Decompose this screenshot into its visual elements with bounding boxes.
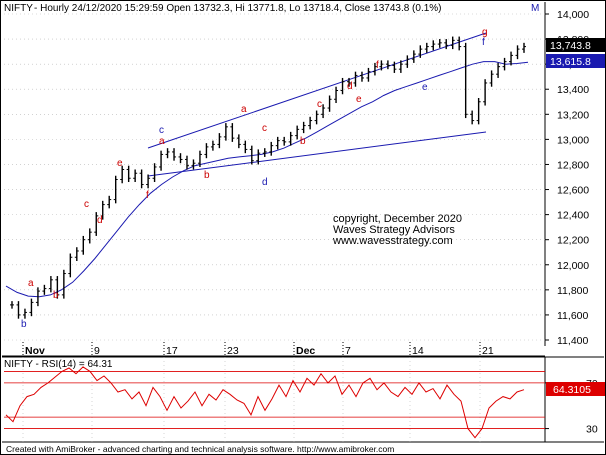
rsi-badge-bg	[546, 382, 605, 396]
price-y-tick-label: 11,600	[557, 310, 588, 322]
rsi-title: NIFTY - RSI(14) = 64.31	[4, 359, 113, 370]
ma-badge: 13,615.8	[550, 56, 591, 68]
trend-channel	[147, 32, 487, 177]
price-x-tick-label: 23	[227, 345, 239, 357]
rsi-line	[5, 366, 525, 439]
wave-label: d	[97, 215, 103, 226]
wave-label: d	[347, 81, 353, 92]
price-y-tick-label: 12,000	[557, 260, 589, 272]
rsi-series-line	[5, 366, 525, 439]
wave-label: f	[376, 60, 379, 71]
price-y-tick-label: 12,400	[557, 210, 589, 222]
price-y-tick-label: 12,200	[557, 235, 589, 247]
last-close-badge-bg	[546, 38, 605, 52]
wave-label: a	[241, 104, 247, 115]
wave-label: d	[262, 177, 268, 188]
wave-label: a	[159, 136, 165, 147]
header-symbol: NIFTY	[4, 3, 33, 14]
price-y-tick-label: 13,000	[557, 134, 589, 146]
price-x-tick-label: Dec	[296, 345, 315, 357]
price-x-axis: Nov 9 17 23 Dec 7 14 21	[22, 342, 494, 442]
price-x-tick-label: 17	[166, 345, 178, 357]
watermark-line1: copyright, December 2020	[333, 213, 462, 225]
price-y-tick-label: 12,600	[557, 185, 589, 197]
header-m-badge: M	[531, 3, 539, 14]
wave-label: c	[159, 125, 164, 136]
footer-credit: Created with AmiBroker - advanced charti…	[6, 444, 394, 454]
price-y-tick-label: 13,400	[557, 84, 589, 96]
last-close-badge: 13,743.8	[550, 40, 591, 52]
price-bars	[10, 36, 526, 319]
rsi-badge: 64.3105	[553, 384, 591, 396]
wave-label: b	[300, 136, 306, 147]
wave-label: f	[482, 37, 485, 48]
moving-average	[5, 61, 529, 298]
price-y-tick-label: 14,000	[557, 9, 589, 21]
price-x-tick-label: 7	[345, 345, 351, 357]
price-x-tick-label: Nov	[25, 345, 45, 357]
watermark-line2: Waves Strategy Advisors	[333, 224, 455, 236]
wave-label: e	[356, 94, 362, 105]
price-x-tick-label: 14	[412, 345, 424, 357]
wave-label: f	[146, 190, 149, 201]
channel-lower-line	[147, 131, 487, 177]
channel-upper-line	[147, 32, 487, 149]
price-y-tick-label: 12,800	[557, 159, 589, 171]
watermark-line3: www.wavesstrategy.com	[332, 235, 453, 247]
wave-label: b	[53, 290, 59, 301]
header-info: - Hourly 24/12/2020 15:29:59 Open 13732.…	[34, 3, 442, 14]
price-x-tick-label: 21	[482, 345, 494, 357]
wave-label: b	[21, 319, 27, 330]
wave-label: a	[28, 278, 34, 289]
wave-label: b	[204, 170, 210, 181]
wave-label: e	[422, 82, 428, 93]
price-y-tick-label: 11,400	[557, 335, 588, 347]
price-y-tick-label: 11,800	[557, 285, 588, 297]
rsi-y-tick-label: 30	[586, 424, 598, 436]
rsi-reference-lines	[4, 371, 545, 429]
moving-average-line	[5, 61, 529, 298]
price-gridlines	[4, 13, 545, 341]
wave-label: e	[117, 158, 123, 169]
wave-label: g	[482, 27, 488, 38]
wave-label: c	[84, 199, 89, 210]
wave-label: c	[262, 123, 267, 134]
ma-badge-bg	[546, 54, 605, 68]
wave-label: c	[317, 99, 322, 110]
price-x-tick-label: 9	[94, 345, 100, 357]
price-y-tick-label: 13,200	[557, 109, 589, 121]
